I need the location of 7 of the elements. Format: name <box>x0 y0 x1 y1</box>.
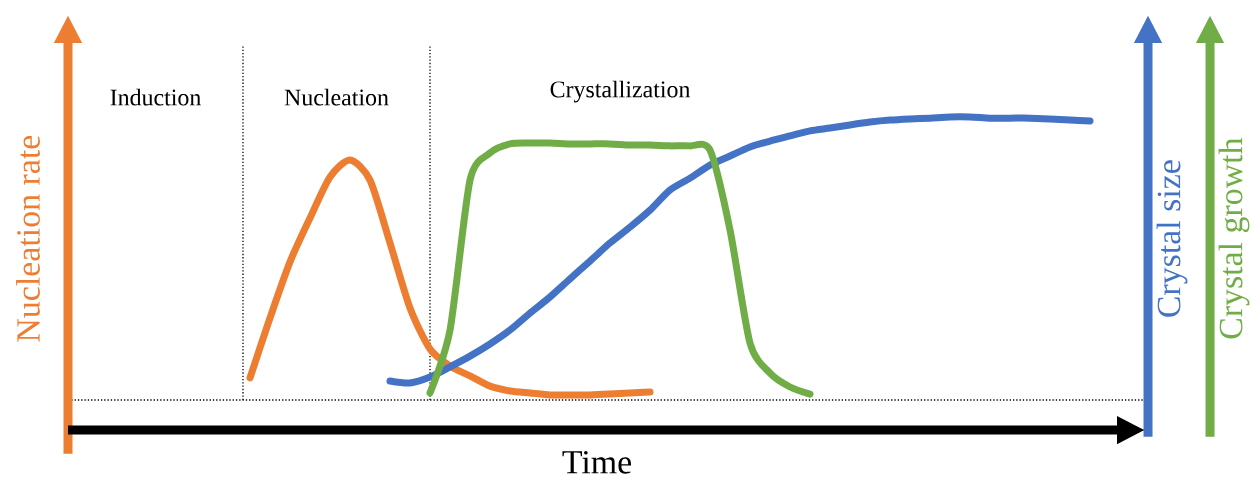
y2-axis-title: Crystal size <box>1156 160 1188 317</box>
x-axis-title: Time <box>562 450 631 474</box>
text: Induction <box>110 88 201 106</box>
y3-axis-title: Crystal growth <box>1218 138 1250 339</box>
text: Nucleation <box>284 88 389 106</box>
y-axis-title: Nucleation rate <box>16 135 40 342</box>
text: Crystallization <box>550 80 691 103</box>
